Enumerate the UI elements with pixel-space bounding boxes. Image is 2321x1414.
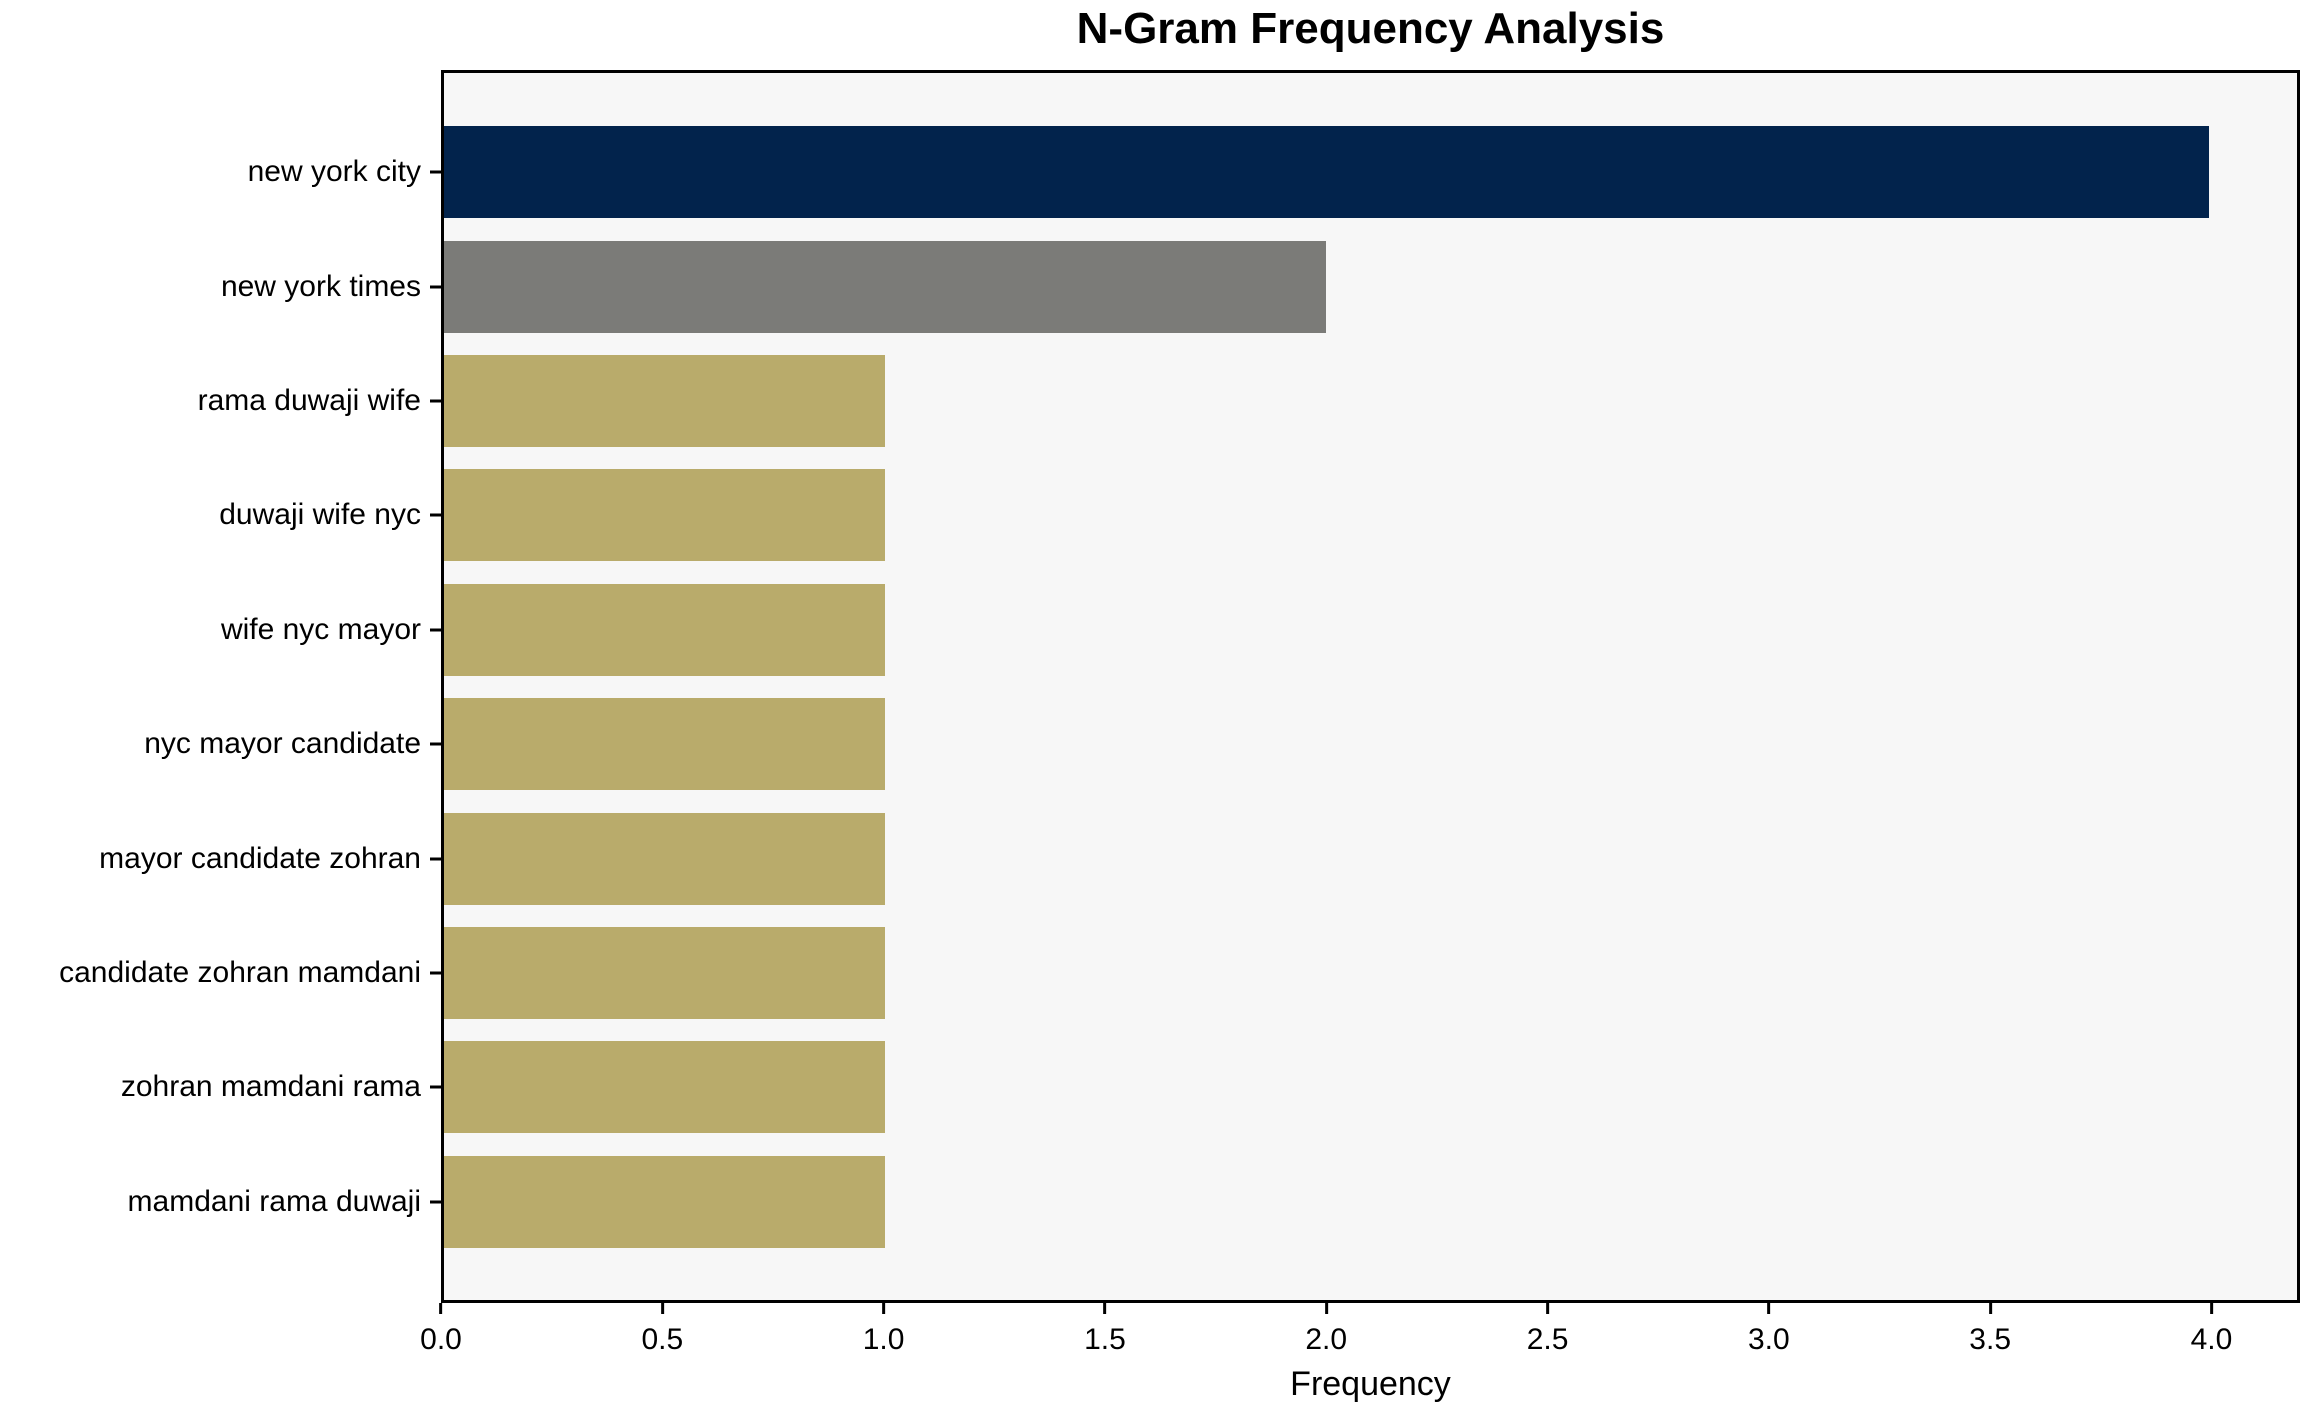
y-tick-label: duwaji wife nyc: [219, 498, 421, 532]
bar-row: zohran mamdani rama: [121, 1030, 2297, 1144]
x-tick: 3.0: [1748, 1303, 1790, 1357]
y-tick-label: rama duwaji wife: [197, 384, 421, 418]
y-tick-label: wife nyc mayor: [220, 612, 421, 646]
x-axis-title: Frequency: [1290, 1365, 1451, 1403]
x-tick-mark: [2209, 1303, 2213, 1314]
x-tick-label: 3.5: [1969, 1323, 2012, 1356]
y-tick-mark: [430, 1200, 441, 1204]
bar: [444, 927, 886, 1020]
x-tick-mark: [660, 1303, 664, 1314]
x-tick: 4.0: [2190, 1303, 2233, 1357]
bar-row: duwaji wife nyc: [219, 458, 2297, 572]
x-tick-mark: [1546, 1303, 1550, 1314]
bar-row: mamdani rama duwaji: [128, 1145, 2297, 1259]
y-tick-mark: [430, 1085, 441, 1089]
bar-row: candidate zohran mamdani: [59, 916, 2297, 1030]
x-tick: 2.5: [1526, 1303, 1569, 1357]
bar: [444, 469, 886, 562]
x-tick: 2.0: [1305, 1303, 1347, 1357]
x-tick: 1.0: [862, 1303, 905, 1357]
x-tick-mark: [882, 1303, 886, 1314]
x-tick-label: 0.5: [641, 1323, 684, 1356]
bar: [444, 583, 886, 676]
y-tick-label: new york city: [247, 155, 421, 189]
y-tick-mark: [430, 399, 441, 403]
x-tick-mark: [1103, 1303, 1107, 1314]
bar: [444, 1155, 886, 1248]
y-tick-mark: [430, 513, 441, 517]
bar-rows: new york city new york times rama duwaji w…: [59, 73, 2297, 1300]
bar-row: rama duwaji wife: [198, 344, 2297, 458]
y-tick-mark: [430, 742, 441, 746]
x-tick-mark: [439, 1303, 443, 1314]
bar: [444, 812, 886, 905]
x-tick: 0.0: [420, 1303, 462, 1357]
y-tick-label: mayor candidate zohran: [99, 841, 421, 875]
bar-row: nyc mayor candidate: [144, 687, 2297, 801]
bar: [444, 240, 1327, 333]
y-tick-mark: [430, 857, 441, 861]
bar-row: new york times: [221, 229, 2297, 343]
x-axis: 0.0 0.5 1.0 1.5 2.0 2.5 3.0 3.5 4.0: [420, 1303, 2300, 1373]
chart-title: N-Gram Frequency Analysis: [1076, 4, 1665, 53]
x-tick-label: 4.0: [2190, 1323, 2233, 1356]
x-tick-label: 2.0: [1305, 1323, 1348, 1356]
bar: [444, 1041, 886, 1134]
y-tick-label: new york times: [220, 269, 421, 303]
y-tick-mark: [430, 971, 441, 975]
x-tick: 3.5: [1969, 1303, 2011, 1357]
x-tick-label: 1.5: [1084, 1323, 1126, 1356]
y-tick-label: candidate zohran mamdani: [59, 956, 421, 990]
x-tick-mark: [1767, 1303, 1771, 1314]
x-tick-label: 2.5: [1526, 1323, 1569, 1356]
y-tick-mark: [430, 628, 441, 632]
bar: [444, 698, 886, 791]
bar-row: wife nyc mayor: [221, 573, 2297, 687]
bar: [444, 355, 886, 448]
bar: [444, 126, 2209, 219]
y-tick-mark: [430, 170, 441, 174]
bar-row: new york city: [248, 115, 2297, 229]
bar-row: mayor candidate zohran: [99, 801, 2297, 915]
x-tick-mark: [1988, 1303, 1992, 1314]
x-tick-mark: [1324, 1303, 1328, 1314]
x-tick: 0.5: [641, 1303, 683, 1357]
x-tick-label: 3.0: [1747, 1323, 1790, 1356]
x-tick-label: 0.0: [420, 1323, 462, 1356]
x-tick: 1.5: [1084, 1303, 1126, 1357]
plot-area: new york city new york times rama duwaji w…: [59, 70, 2300, 1303]
x-tick-label: 1.0: [862, 1323, 905, 1356]
y-tick-label: zohran mamdani rama: [120, 1070, 421, 1104]
y-tick-label: nyc mayor candidate: [144, 727, 421, 761]
y-tick-mark: [430, 285, 441, 289]
y-tick-label: mamdani rama duwaji: [127, 1184, 421, 1218]
